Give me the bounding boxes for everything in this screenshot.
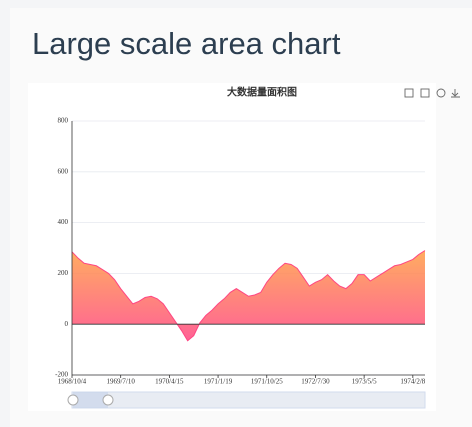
x-tick-label: 1971/1/19 xyxy=(204,378,233,386)
x-tick-label: 1973/5/5 xyxy=(352,378,377,386)
toolbox[interactable] xyxy=(404,88,460,98)
zoom-slider[interactable] xyxy=(71,391,426,409)
zoom-window[interactable] xyxy=(73,392,108,408)
zoom-icon[interactable] xyxy=(404,88,414,98)
x-tick-label: 1968/10/4 xyxy=(58,378,87,386)
chart-panel xyxy=(28,83,436,411)
line xyxy=(71,250,426,342)
x-tick-label: 1971/10/25 xyxy=(251,378,283,386)
chart-title: 大数据量面积图 xyxy=(227,86,297,99)
y-tick-label: 600 xyxy=(58,167,69,175)
y-tick-label: -200 xyxy=(55,371,68,379)
zoom-back-icon[interactable] xyxy=(420,88,430,98)
x-tick-label: 1969/7/10 xyxy=(106,378,135,386)
y-tick-label: 0 xyxy=(65,320,69,328)
x-tick-label: 1970/4/15 xyxy=(155,378,184,386)
y-tick-label: 200 xyxy=(58,269,69,277)
x-tick-label: 1974/2/8 xyxy=(400,378,425,386)
zoom-handle[interactable] xyxy=(67,394,79,406)
x-tick-label: 1972/7/30 xyxy=(301,378,330,386)
save-icon[interactable] xyxy=(451,89,460,98)
heading: Large scale area chart xyxy=(32,26,341,61)
zoom-handle[interactable] xyxy=(102,394,114,406)
y-tick-label: 400 xyxy=(58,218,69,226)
area xyxy=(72,250,425,341)
y-tick-label: 800 xyxy=(58,117,69,125)
restore-icon[interactable] xyxy=(436,88,446,98)
